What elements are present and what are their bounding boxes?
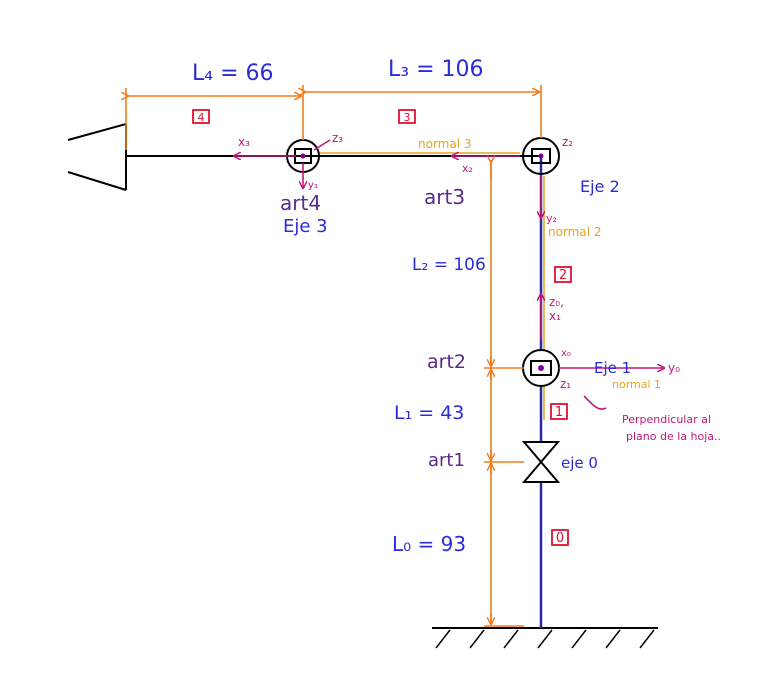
- dimension-L1: L₁ = 43: [394, 402, 464, 424]
- note-line-1: Perpendicular al: [622, 413, 711, 426]
- joint-label-art4: art4: [280, 191, 321, 215]
- normal-3-label: normal 3: [418, 137, 472, 151]
- frame-label-z1: z₁: [560, 377, 571, 391]
- link-4-label: 4: [198, 111, 205, 124]
- link-0-label: 0: [556, 531, 564, 546]
- frame-label-x1: x₁: [549, 309, 561, 323]
- joint-label-art2: art2: [427, 351, 466, 373]
- link-0-box: [551, 529, 569, 546]
- dimension-L0: L₀ = 93: [392, 532, 466, 556]
- joint-art1-symbol: [521, 441, 561, 483]
- frame-label-y3: y₃: [308, 180, 318, 191]
- axis-label-eje2: Eje 2: [580, 177, 620, 196]
- link-2-label: 2: [559, 268, 567, 283]
- frame-label-z0: z₀,: [549, 295, 564, 309]
- frame-label-y0: y₀: [668, 361, 680, 375]
- dimension-L3: L₃ = 106: [388, 57, 484, 82]
- link-1-box: [550, 403, 568, 420]
- dimension-L2: L₂ = 106: [412, 255, 486, 275]
- axis-label-eje3: Eje 3: [283, 216, 328, 237]
- joint-label-art1: art1: [428, 450, 465, 471]
- frame-arrows: [234, 139, 664, 410]
- axis-label-eje0: eje 0: [561, 454, 598, 472]
- normal-2-label: normal 2: [548, 225, 602, 239]
- dimension-lines: [126, 85, 542, 627]
- link-3-box: [398, 109, 416, 124]
- end-effector-gripper: [67, 123, 127, 191]
- axis-label-eje1: Eje 1: [594, 359, 631, 377]
- link-2-box: [554, 266, 572, 283]
- joint-art2-symbol: [522, 349, 560, 387]
- frame-label-y2: y₂: [546, 212, 557, 225]
- joint-label-art3: art3: [424, 185, 465, 209]
- link-4-box: [192, 109, 210, 124]
- dimension-L4: L₄ = 66: [192, 61, 274, 86]
- ground: [432, 627, 658, 649]
- link-number-boxes: [192, 109, 572, 546]
- normal-1-label: normal 1: [612, 378, 661, 391]
- link-3-label: 3: [404, 111, 411, 124]
- frame-label-x3: x₃: [238, 135, 250, 149]
- link-1-label: 1: [555, 405, 563, 420]
- frame-label-x0: x₀: [561, 348, 571, 359]
- frame-label-z2: z₂: [562, 135, 573, 149]
- frame-label-z3: z₃: [332, 131, 343, 145]
- note-line-2: plano de la hoja..: [626, 430, 721, 443]
- frame-label-x2: x₂: [462, 162, 473, 175]
